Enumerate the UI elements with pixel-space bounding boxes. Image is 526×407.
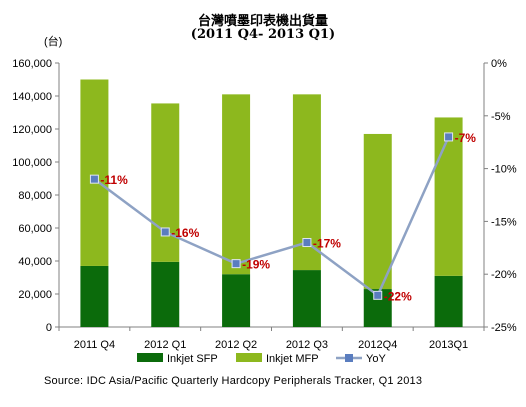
y-tick-label: 0 [46,322,52,334]
yoy-marker [444,132,454,142]
y-tick-label: 120,000 [12,124,52,136]
yoy-data-label: -16% [171,226,199,240]
y-tick-label: 80,000 [18,190,52,202]
y-tick-label: 40,000 [18,256,52,268]
yoy-marker [302,238,312,248]
y2-tick-label: -25% [491,322,517,334]
yoy-data-label: -17% [313,237,341,251]
x-tick-label: 2012 Q3 [286,339,328,351]
y-tick-label: 60,000 [18,223,52,235]
legend-label-inkjet-mfp: Inkjet MFP [266,353,319,365]
yoy-marker [89,174,99,184]
yoy-data-label: -19% [242,258,270,272]
bar-inkjet-mfp [80,79,109,266]
legend-swatch-inkjet-mfp [236,353,262,362]
y2-tick-label: -20% [491,269,517,281]
legend-label-inkjet-sfp: Inkjet SFP [167,353,218,365]
bar-inkjet-sfp [222,274,251,327]
yoy-marker [373,290,383,300]
bar-inkjet-mfp [434,117,463,276]
y2-tick-label: -10% [491,164,517,176]
yoy-data-label: -11% [100,173,128,187]
yoy-line [93,136,450,298]
yoy-marker [160,227,170,237]
bar-inkjet-sfp [80,265,109,327]
y-axis-unit-label: (台) [44,36,63,48]
chart-title: 台灣噴墨印表機出貨量 [197,14,328,29]
yoy-data-label: -22% [384,289,412,303]
bar-inkjet-sfp [292,270,321,327]
bar-inkjet-mfp [363,133,392,290]
legend-label-yoy: YoY [366,353,386,365]
chart-subtitle: (2011 Q4- 2013 Q1) [190,27,336,42]
x-tick-label: 2011 Q4 [74,339,115,351]
y2-tick-label: 0% [491,58,507,70]
y2-tick-label: -5% [491,111,511,123]
bar-inkjet-sfp [151,261,180,327]
bar-inkjet-sfp [434,275,463,327]
x-tick-label: 2012Q4 [358,339,397,351]
yoy-marker [231,259,241,269]
yoy-data-label: -7% [455,131,477,145]
x-tick-label: 2013Q1 [429,339,468,351]
y-tick-label: 160,000 [12,58,52,70]
y2-tick-label: -15% [491,216,517,228]
y-tick-label: 100,000 [12,157,52,169]
legend-swatch-inkjet-sfp [137,353,163,362]
y-tick-label: 20,000 [18,289,52,301]
y-tick-label: 140,000 [12,91,52,103]
source-note: Source: IDC Asia/Pacific Quarterly Hardc… [44,375,423,387]
x-tick-label: 2012 Q2 [215,339,257,351]
bar-inkjet-mfp [222,94,251,275]
legend-marker-yoy [345,354,353,362]
x-tick-label: 2012 Q1 [144,339,186,351]
